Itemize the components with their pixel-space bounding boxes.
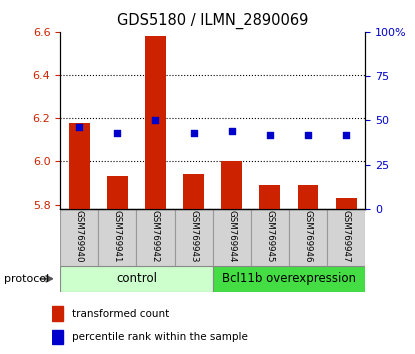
Bar <box>52 306 63 321</box>
Text: GSM769945: GSM769945 <box>265 210 274 262</box>
Bar <box>221 161 242 209</box>
Point <box>114 130 121 136</box>
Text: GSM769944: GSM769944 <box>227 210 236 262</box>
Point <box>190 130 197 136</box>
Point <box>305 132 311 137</box>
Title: GDS5180 / ILMN_2890069: GDS5180 / ILMN_2890069 <box>117 13 308 29</box>
Bar <box>213 266 365 292</box>
Point <box>266 132 273 137</box>
Bar <box>251 209 289 266</box>
Point <box>152 118 159 123</box>
Point <box>228 128 235 134</box>
Text: GSM769947: GSM769947 <box>342 210 351 262</box>
Bar <box>183 174 204 209</box>
Bar <box>289 209 327 266</box>
Bar <box>298 185 318 209</box>
Bar <box>60 266 213 292</box>
Bar <box>52 330 63 344</box>
Bar <box>107 177 128 209</box>
Bar <box>327 209 365 266</box>
Text: percentile rank within the sample: percentile rank within the sample <box>72 332 248 342</box>
Text: GSM769946: GSM769946 <box>303 210 312 262</box>
Text: GSM769940: GSM769940 <box>75 210 84 262</box>
Text: transformed count: transformed count <box>72 308 169 319</box>
Text: GSM769941: GSM769941 <box>113 210 122 262</box>
Text: protocol: protocol <box>4 274 49 284</box>
Bar <box>145 36 166 209</box>
Text: control: control <box>116 272 157 285</box>
Text: Bcl11b overexpression: Bcl11b overexpression <box>222 272 356 285</box>
Bar <box>212 209 251 266</box>
Bar <box>137 209 175 266</box>
Bar <box>60 209 98 266</box>
Bar <box>98 209 137 266</box>
Point <box>343 132 349 137</box>
Text: GSM769943: GSM769943 <box>189 210 198 262</box>
Text: GSM769942: GSM769942 <box>151 210 160 262</box>
Point <box>76 125 83 130</box>
Bar <box>69 122 90 209</box>
Bar <box>336 198 356 209</box>
Bar <box>175 209 213 266</box>
Bar <box>259 185 281 209</box>
